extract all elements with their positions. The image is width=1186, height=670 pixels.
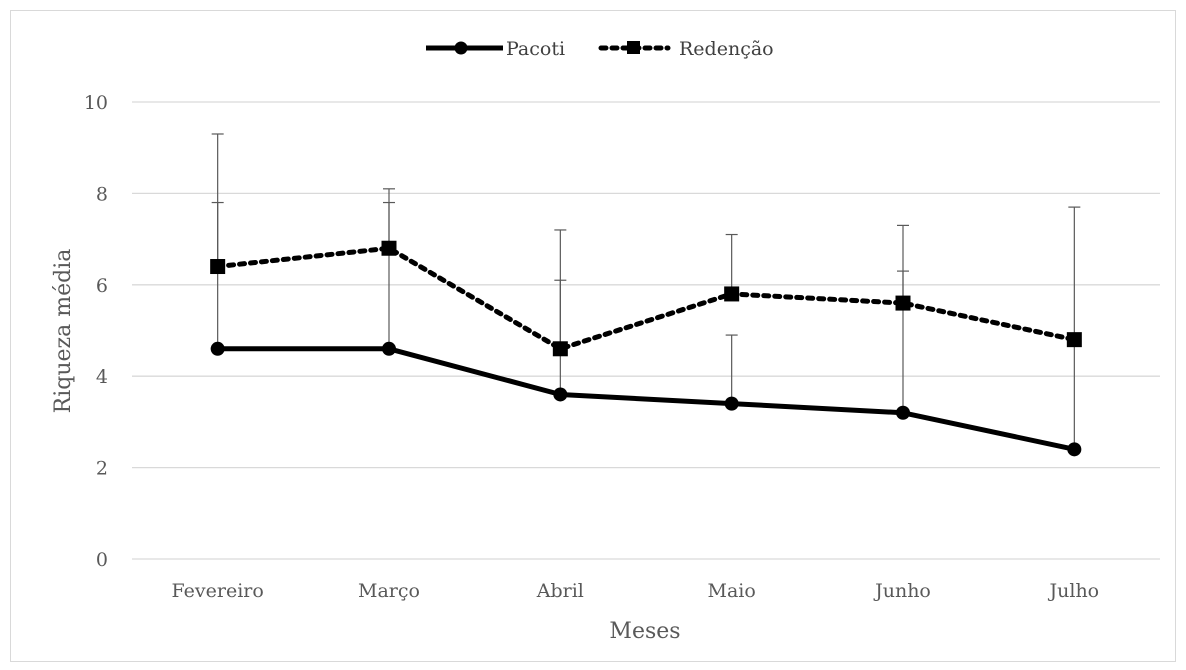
series-markers (210, 240, 1082, 457)
x-tick-label: Fevereiro (172, 580, 264, 602)
legend-redencao-label: Redenção (679, 38, 774, 60)
data-point-0-5 (1067, 442, 1082, 457)
series-lines (215, 245, 1077, 452)
x-tick-label: Junho (873, 580, 931, 602)
y-tick-label: 0 (96, 549, 108, 571)
legend-pacoti-marker-icon (454, 41, 468, 55)
data-point-1-2 (552, 341, 568, 357)
data-point-0-3 (724, 396, 739, 411)
legend-pacoti-label: Pacoti (506, 38, 565, 60)
legend-redencao-marker-icon (627, 41, 640, 54)
data-point-1-4 (895, 295, 911, 311)
data-point-0-1 (382, 341, 396, 356)
x-tick-label: Abril (536, 580, 584, 602)
y-tick-label: 2 (96, 458, 108, 480)
data-point-1-0 (210, 259, 226, 275)
x-tick-labels: Fevereiro Março Abril Maio Junho Julho (172, 580, 1100, 602)
y-tick-label: 10 (84, 92, 108, 114)
error-bars (211, 133, 1081, 450)
y-tick-labels: 0 2 4 6 8 10 (84, 92, 108, 571)
y-tick-label: 8 (96, 183, 108, 205)
y-tick-label: 6 (96, 275, 108, 297)
data-point-1-5 (1066, 332, 1082, 348)
y-tick-label: 4 (96, 366, 108, 388)
legend: Pacoti Redenção (426, 38, 774, 60)
x-tick-label: Julho (1048, 580, 1100, 602)
series-line-0 (217, 346, 1075, 452)
x-tick-label: Março (358, 580, 420, 602)
series-line-1 (215, 245, 1077, 352)
y-axis-title: Riqueza média (51, 249, 76, 414)
x-tick-label: Maio (708, 580, 756, 602)
data-point-0-0 (210, 341, 225, 356)
data-point-1-1 (381, 240, 397, 256)
x-axis-title: Meses (609, 619, 680, 644)
grid-lines (132, 101, 1160, 560)
data-point-0-2 (553, 387, 568, 402)
data-point-1-3 (724, 286, 740, 302)
data-point-0-4 (896, 405, 910, 420)
